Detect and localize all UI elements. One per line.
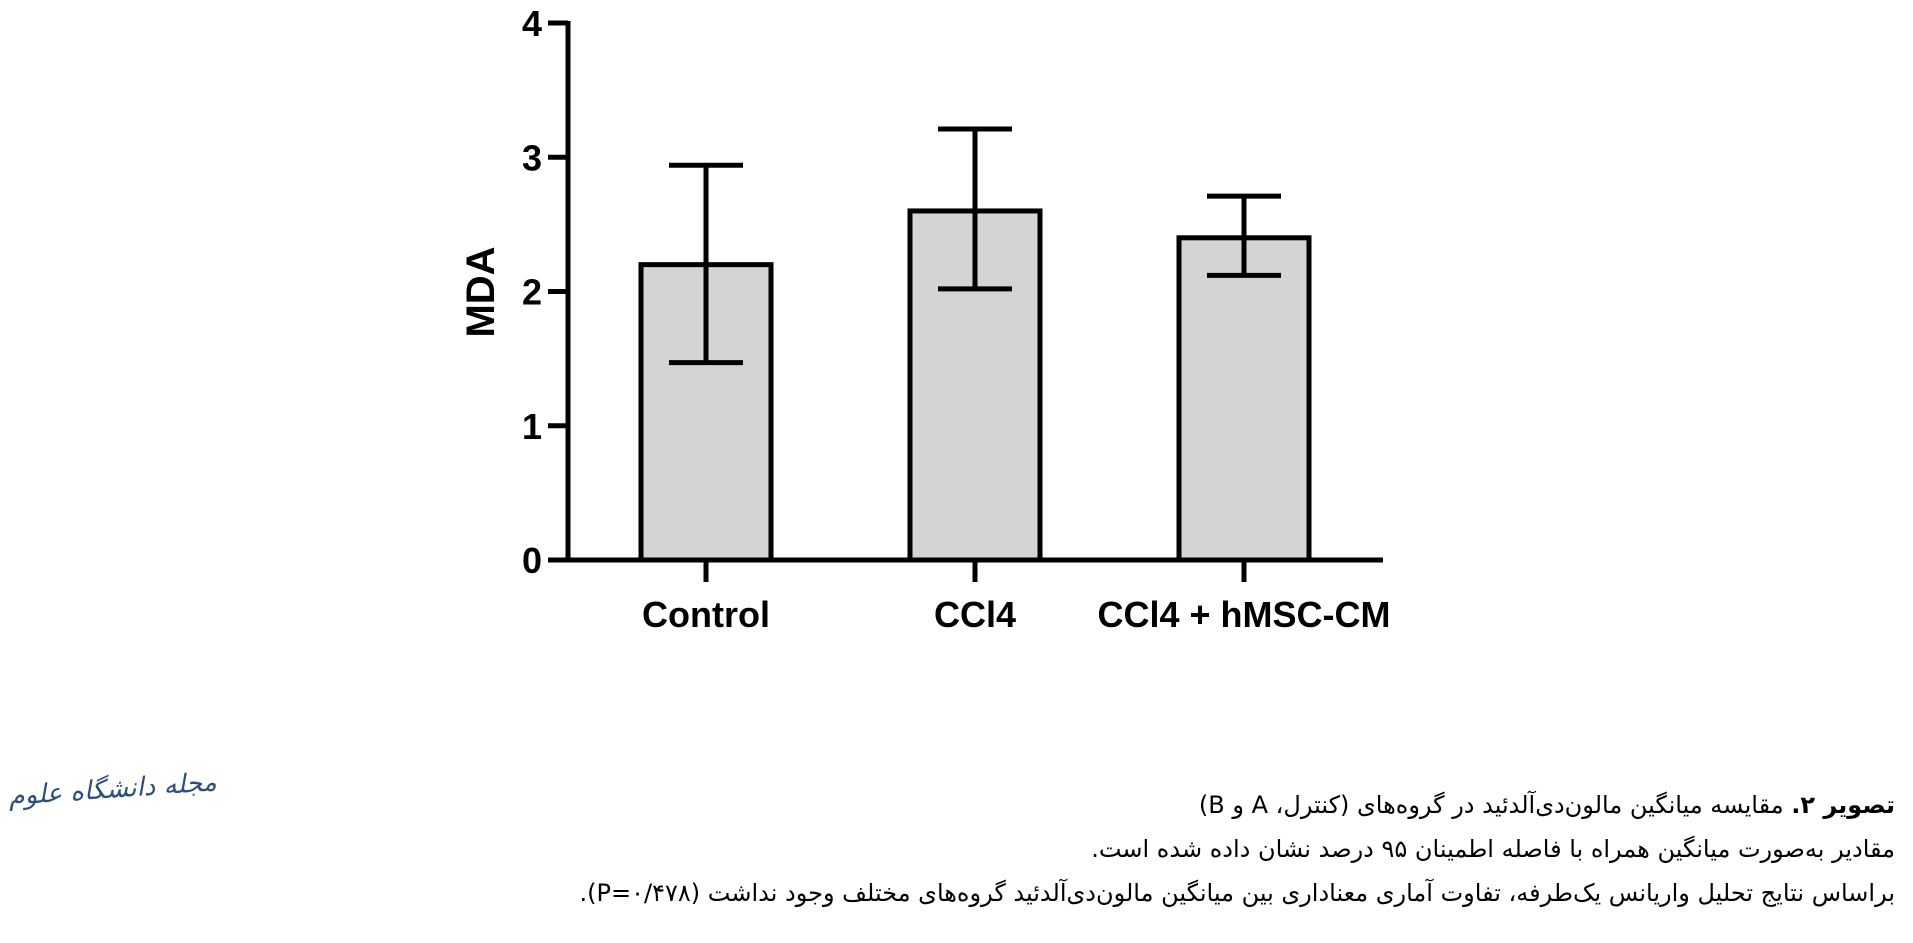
- bar-2: [1176, 235, 1312, 563]
- x-tick-label-0: Control: [642, 594, 770, 635]
- caption-title: مقایسه میانگین مالون‌دی‌آلدئید در گروه‌ه…: [1198, 791, 1792, 819]
- figure-caption: تصویر ۲. مقایسه میانگین مالون‌دی‌آلدئید …: [395, 783, 1895, 915]
- caption-line-1: تصویر ۲. مقایسه میانگین مالون‌دی‌آلدئید …: [395, 783, 1895, 827]
- bar-chart: 0 1 2 3 4 MDA Control CCl4 CCl4 + hMSC-CM: [459, 3, 1391, 635]
- y-tick-label-2: 2: [522, 272, 542, 313]
- x-tick-label-2: CCl4 + hMSC-CM: [1097, 594, 1390, 635]
- caption-line-3: براساس نتایج تحلیل واریانس یک‌طرفه، تفاو…: [579, 879, 1895, 907]
- caption-line-2: مقادیر به‌صورت میانگین همراه با فاصله اط…: [1091, 835, 1895, 863]
- y-tick-label-3: 3: [522, 137, 542, 178]
- y-tick-label-4: 4: [522, 3, 542, 44]
- journal-logo: مجله دانشگاه علوم پزشکی گیلان: [0, 767, 218, 822]
- y-axis-title: MDA: [459, 246, 503, 337]
- x-tick-label-1: CCl4: [934, 594, 1016, 635]
- y-tick-label-1: 1: [522, 406, 542, 447]
- y-tick-label-0: 0: [522, 540, 542, 581]
- caption-lead: تصویر ۲.: [1791, 791, 1895, 819]
